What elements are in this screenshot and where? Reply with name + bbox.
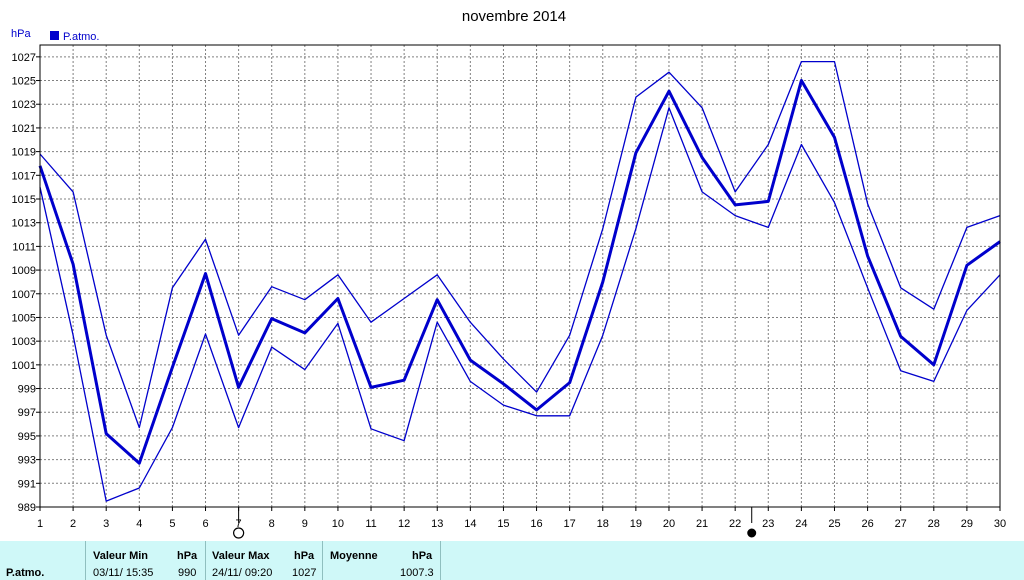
min-date: 03/11/ 15:35 [93, 567, 154, 579]
x-tick-label: 8 [269, 518, 275, 530]
x-tick-label: 19 [630, 518, 642, 530]
min-value: 990 [178, 567, 197, 579]
y-tick-label: 1025 [12, 76, 36, 88]
x-tick-label: 29 [961, 518, 973, 530]
pressure-chart: novembre 2014 hPa P.atmo. 98999199399599… [11, 8, 1006, 539]
x-tick-label: 1 [37, 518, 43, 530]
max-unit: hPa [294, 550, 315, 562]
x-tick-label: 17 [564, 518, 576, 530]
moon-phase-markers [233, 507, 757, 539]
avg-unit: hPa [412, 550, 433, 562]
series-line-mean [38, 79, 1001, 465]
legend-swatch [50, 31, 59, 40]
y-unit-label: hPa [11, 28, 31, 40]
y-tick-label: 993 [18, 455, 36, 467]
x-tick-label: 14 [464, 518, 476, 530]
max-date: 24/11/ 09:20 [212, 567, 273, 579]
y-tick-label: 1007 [12, 289, 36, 301]
plot-frame [39, 44, 1001, 508]
y-tick-label: 1011 [12, 241, 36, 253]
x-tick-label: 28 [928, 518, 940, 530]
y-tick-label: 999 [18, 384, 36, 396]
y-tick-label: 1009 [12, 265, 36, 277]
legend-label: P.atmo. [63, 31, 100, 43]
x-tick-label: 3 [103, 518, 109, 530]
x-tick-label: 5 [169, 518, 175, 530]
x-tick-label: 20 [663, 518, 675, 530]
max-value: 1027 [292, 567, 317, 579]
footer-row-label: P.atmo. [6, 567, 45, 579]
x-tick-label: 16 [530, 518, 542, 530]
x-tick-label: 27 [895, 518, 907, 530]
x-tick-label: 7 [236, 518, 242, 530]
footer-divider [322, 541, 323, 580]
series-line-min [39, 107, 1001, 502]
x-tick-label: 15 [497, 518, 509, 530]
series-lines [38, 60, 1001, 502]
x-tick-label: 2 [70, 518, 76, 530]
y-tick-label: 1021 [12, 123, 36, 135]
y-tick-label: 1023 [12, 99, 36, 111]
x-tick-label: 13 [431, 518, 443, 530]
x-tick-label: 21 [696, 518, 708, 530]
x-tick-label: 18 [597, 518, 609, 530]
y-tick-label: 1019 [12, 147, 36, 159]
y-axis-ticks: 989 991 993 995 997 999 1001 1003 1005 1007 1009 10… [12, 52, 40, 514]
x-tick-label: 24 [795, 518, 807, 530]
x-tick-label: 22 [729, 518, 741, 530]
new-moon-icon [747, 528, 757, 538]
footer-divider [205, 541, 206, 580]
avg-label: Moyenne [330, 550, 378, 562]
x-tick-label: 9 [302, 518, 308, 530]
x-tick-label: 4 [136, 518, 142, 530]
y-tick-label: 1017 [12, 170, 36, 182]
stats-footer: P.atmo. Valeur Min hPa 03/11/ 15:35 990 … [0, 541, 1024, 580]
x-tick-label: 12 [398, 518, 410, 530]
x-tick-label: 23 [762, 518, 774, 530]
y-tick-label: 1001 [12, 360, 36, 372]
x-tick-label: 10 [332, 518, 344, 530]
chart-title: novembre 2014 [462, 8, 566, 25]
x-tick-label: 6 [202, 518, 208, 530]
y-tick-label: 997 [18, 407, 36, 419]
x-tick-label: 25 [828, 518, 840, 530]
x-tick-label: 30 [994, 518, 1006, 530]
y-tick-label: 989 [18, 502, 36, 514]
footer-divider [85, 541, 86, 580]
y-tick-label: 1015 [12, 194, 36, 206]
avg-value: 1007.3 [400, 567, 434, 579]
x-tick-label: 26 [861, 518, 873, 530]
y-tick-label: 1005 [12, 312, 36, 324]
series-line-max [39, 60, 1001, 429]
min-unit: hPa [177, 550, 198, 562]
y-tick-label: 991 [18, 478, 36, 490]
max-label: Valeur Max [212, 550, 270, 562]
grid [40, 45, 1000, 507]
footer-divider [440, 541, 441, 580]
y-tick-label: 1003 [12, 336, 36, 348]
x-tick-label: 11 [365, 518, 376, 530]
y-tick-label: 1027 [12, 52, 36, 64]
y-tick-label: 1013 [12, 218, 36, 230]
min-label: Valeur Min [93, 550, 149, 562]
full-moon-icon [233, 527, 245, 539]
y-tick-label: 995 [18, 431, 36, 443]
x-axis-ticks: 1 2 3 4 5 6 7 8 9 10 11 12 13 14 15 16 17 18 19 20 21 22 23 24 2… [37, 507, 1006, 530]
